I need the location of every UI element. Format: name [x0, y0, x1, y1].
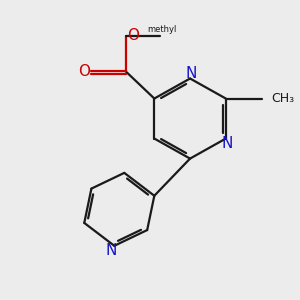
Text: N: N [186, 66, 197, 81]
Text: O: O [127, 28, 139, 43]
Text: N: N [106, 243, 117, 258]
Text: O: O [78, 64, 90, 79]
Text: methyl: methyl [147, 25, 176, 34]
Text: CH₃: CH₃ [272, 92, 295, 105]
Text: N: N [221, 136, 233, 151]
